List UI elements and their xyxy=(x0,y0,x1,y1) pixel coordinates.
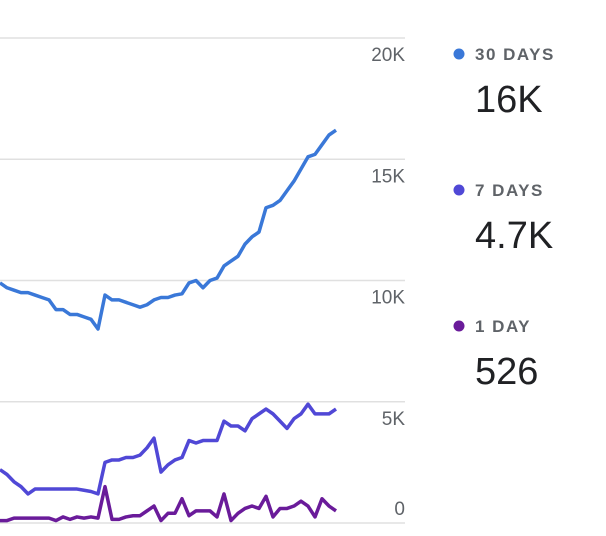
legend-dot xyxy=(453,184,465,196)
y-tick-label: 15K xyxy=(371,166,405,187)
legend-dot xyxy=(453,320,465,332)
y-tick-label: 5K xyxy=(382,409,406,430)
legend-name: 1 DAY xyxy=(475,317,531,336)
y-tick-label: 0 xyxy=(394,499,405,520)
series-line xyxy=(0,128,337,331)
series-line xyxy=(0,484,337,523)
series-line xyxy=(0,402,337,496)
legend-name: 7 DAYS xyxy=(475,181,544,200)
legend-dot xyxy=(453,48,465,60)
legend-value: 16K xyxy=(475,79,543,121)
y-tick-label: 20K xyxy=(371,45,405,66)
legend-name: 30 DAYS xyxy=(475,45,555,64)
legend-value: 526 xyxy=(475,351,538,393)
legend-value: 4.7K xyxy=(475,215,553,257)
y-tick-label: 10K xyxy=(371,288,405,309)
